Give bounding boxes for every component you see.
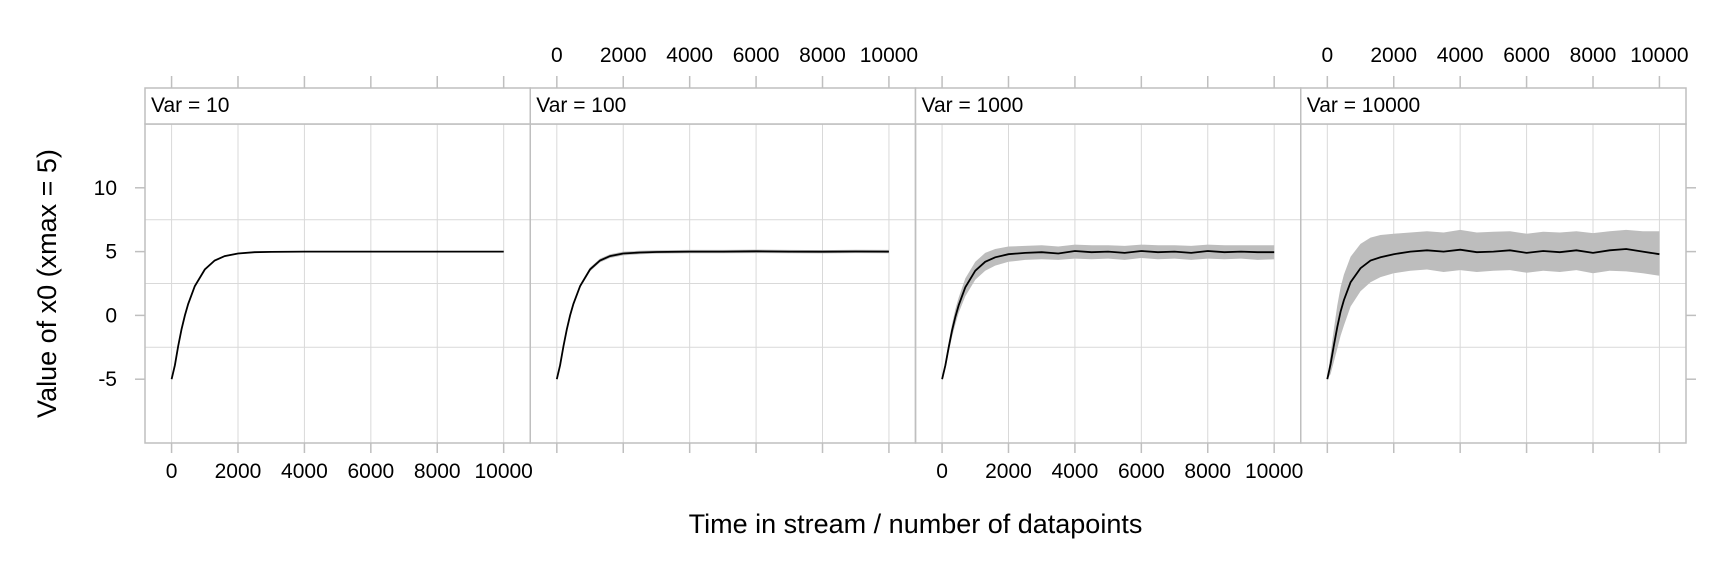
confidence-band (556, 249, 889, 380)
strip (1300, 87, 1687, 125)
x-tick-label: 0 (551, 44, 563, 67)
x-tick-label: 10000 (860, 44, 918, 67)
strip-label: Var = 10 (151, 94, 229, 117)
y-tick-label: 0 (105, 304, 117, 327)
x-tick-label: 6000 (1503, 44, 1550, 67)
x-tick-label: 2000 (985, 460, 1032, 483)
x-tick-label: 10000 (1630, 44, 1688, 67)
x-tick-label: 10000 (474, 460, 532, 483)
x-tick-label: 4000 (1437, 44, 1484, 67)
strip-label: Var = 10000 (1307, 94, 1420, 117)
x-tick-label: 6000 (733, 44, 780, 67)
confidence-band (1327, 229, 1660, 380)
mean-line (170, 250, 504, 380)
mean-line (1326, 248, 1660, 380)
mean-line (555, 250, 889, 380)
panel-2: Var = 100 0 2000 4000 6000 8000 10000 (529, 44, 918, 453)
x-tick-label: 6000 (1118, 460, 1165, 483)
strip-label: Var = 100 (536, 94, 626, 117)
x-tick-label: 2000 (600, 44, 647, 67)
strip (529, 87, 917, 125)
x-tick-label: 6000 (347, 460, 394, 483)
y-tick-label: 5 (105, 241, 117, 264)
x-tick-label: 2000 (215, 460, 262, 483)
x-tick-label: 4000 (666, 44, 713, 67)
x-tick-label: 0 (936, 460, 948, 483)
confidence-band (171, 251, 504, 380)
x-axis-title: Time in stream / number of datapoints (689, 509, 1143, 539)
x-tick-label: 4000 (1052, 460, 1099, 483)
y-tick-label: 10 (94, 177, 117, 200)
mean-line (941, 250, 1275, 380)
x-tick-label: 2000 (1370, 44, 1417, 67)
y-tick-label: -5 (98, 368, 117, 391)
panel-4: Var = 10000 0 2000 4000 6000 8000 10000 (1300, 44, 1689, 453)
panel-1: Var = 10 0 2000 4000 6000 8000 10000 (144, 76, 533, 483)
confidence-band (942, 244, 1275, 380)
x-tick-label: 8000 (1570, 44, 1617, 67)
x-tick-label: 0 (1321, 44, 1333, 67)
strip (914, 87, 1302, 125)
panel-3: Var = 1000 0 2000 4000 6000 8000 10000 (914, 76, 1303, 483)
x-tick-label: 0 (166, 460, 178, 483)
x-tick-label: 10000 (1245, 460, 1303, 483)
y-axis-title: Value of x0 (xmax = 5) (32, 149, 62, 418)
x-tick-label: 8000 (1184, 460, 1231, 483)
x-tick-label: 8000 (799, 44, 846, 67)
x-tick-label: 8000 (414, 460, 461, 483)
x-tick-label: 4000 (281, 460, 328, 483)
strip-label: Var = 1000 (922, 94, 1024, 117)
